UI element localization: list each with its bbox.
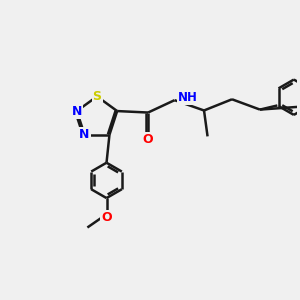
Text: N: N xyxy=(80,128,90,141)
Text: N: N xyxy=(72,105,82,118)
Text: S: S xyxy=(92,90,101,103)
Text: O: O xyxy=(143,134,153,146)
Text: O: O xyxy=(101,211,112,224)
Text: NH: NH xyxy=(178,91,198,104)
